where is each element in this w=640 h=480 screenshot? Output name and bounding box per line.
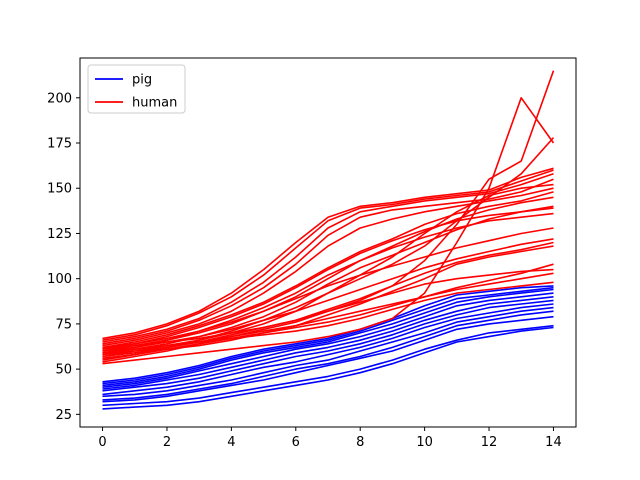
series-line-pig-4 [102,306,554,398]
plot-lines [102,70,555,410]
y-tick-label: 100 [47,272,72,287]
series-line-human-13 [102,169,554,341]
series-pig [102,285,554,410]
series-line-human-11 [102,178,554,345]
series-line-human-14 [102,167,554,340]
series-line-pig-5 [102,303,554,396]
y-tick-label: 200 [47,91,72,106]
series-line-pig-10 [102,286,554,385]
series-line-pig-11 [102,285,554,383]
x-tick-label: 8 [356,435,364,450]
series-line-human-21 [102,241,554,358]
x-tick-label: 10 [416,435,433,450]
series-line-human-18 [102,212,554,354]
y-tick-label: 75 [55,317,72,332]
series-line-human-12 [102,173,554,343]
series-line-pig-2 [102,315,554,403]
series-line-pig-3 [102,310,554,401]
x-tick-label: 12 [481,435,498,450]
y-tick-label: 150 [47,182,72,197]
legend: pig human [87,64,186,114]
series-line-pig-0 [102,326,554,410]
series-line-human-16 [102,238,554,352]
series-line-pig-6 [102,299,554,392]
series-human [102,70,555,365]
series-line-pig-7 [102,296,554,390]
y-tick-label: 25 [55,408,72,423]
series-line-human-0 [102,97,555,365]
y-tick-label: 125 [47,227,72,242]
series-line-human-17 [102,227,554,349]
series-line-human-19 [102,207,554,350]
series-line-pig-1 [102,324,554,407]
y-axis: 25 50 75 100 125 150 175 200 [47,91,80,423]
y-tick-label: 175 [47,137,72,152]
legend-label-pig: pig [132,73,152,88]
x-tick-label: 14 [545,435,562,450]
series-line-human-9 [102,191,554,349]
x-tick-label: 0 [98,435,106,450]
x-tick-label: 2 [163,435,171,450]
plot-area-frame [79,57,577,428]
y-tick-label: 50 [55,363,72,378]
legend-label-human: human [132,96,177,111]
series-line-human-10 [102,187,554,347]
x-tick-label: 4 [227,435,235,450]
legend-box [87,64,186,114]
series-line-pig-8 [102,292,554,388]
x-axis: 0 2 4 6 8 10 12 14 [98,427,562,450]
series-line-pig-9 [102,288,554,387]
x-tick-label: 6 [292,435,300,450]
series-line-human-6 [102,281,554,354]
series-line-human-20 [102,263,554,360]
